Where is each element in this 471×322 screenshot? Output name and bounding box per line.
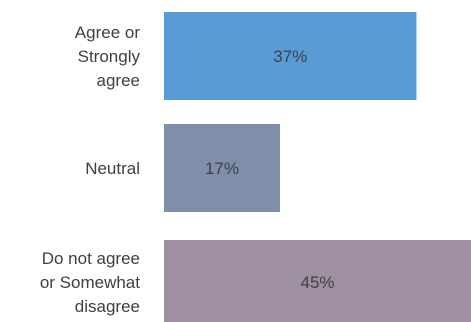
data-label-2: 45% bbox=[300, 273, 334, 292]
data-label-1: 17% bbox=[205, 159, 239, 178]
category-label-1: Neutral bbox=[85, 159, 140, 178]
bar-2 bbox=[164, 240, 471, 322]
bars bbox=[164, 12, 471, 322]
category-label-2: Do not agree or Somewhat disagree bbox=[40, 249, 140, 316]
category-label-line: Neutral bbox=[85, 159, 140, 178]
category-label-line: Agree or bbox=[75, 23, 141, 42]
category-label-line: disagree bbox=[75, 297, 140, 316]
data-labels: 37% 17% 45% bbox=[205, 47, 335, 292]
bar-1 bbox=[164, 124, 280, 212]
category-label-line: Strongly bbox=[78, 47, 141, 66]
bar-0 bbox=[164, 12, 417, 100]
category-labels: Agree or Strongly agree Neutral Do not agree… bbox=[40, 23, 141, 316]
category-label-line: agree bbox=[97, 71, 140, 90]
category-label-0: Agree or Strongly agree bbox=[75, 23, 141, 90]
category-label-line: Do not agree bbox=[42, 249, 140, 268]
data-label-0: 37% bbox=[273, 47, 307, 66]
category-label-line: or Somewhat bbox=[40, 273, 140, 292]
